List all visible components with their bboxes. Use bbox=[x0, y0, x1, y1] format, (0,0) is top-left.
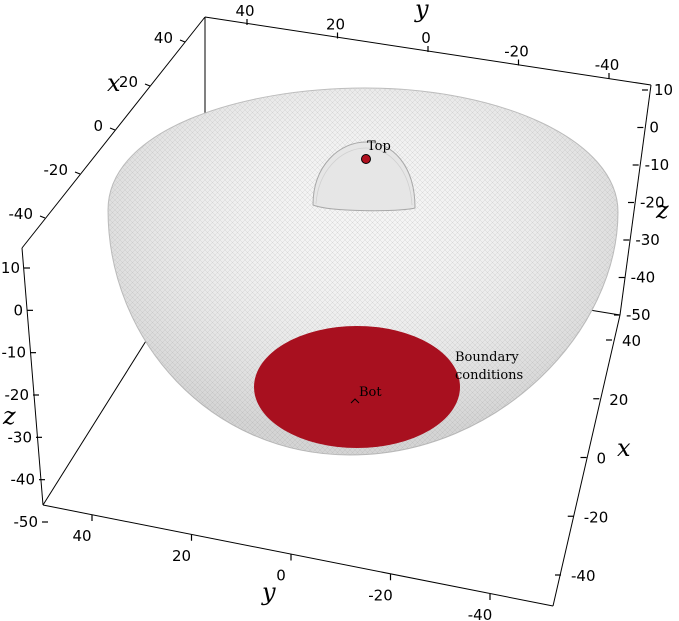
bottom-y-tick-label: 0 bbox=[276, 567, 286, 585]
top-x-tick-label: 0 bbox=[93, 117, 103, 135]
left-z-tick-label: -50 bbox=[14, 513, 39, 531]
top-x-tick-mark bbox=[179, 39, 186, 43]
bottom-y-axis-ticks: 40 20 0 -20 -40 bbox=[72, 515, 492, 621]
right-z-tick-label: -20 bbox=[640, 194, 665, 212]
bottom-y-tick-label: 20 bbox=[172, 547, 191, 565]
top-y-tick-label: 40 bbox=[235, 2, 254, 20]
left-z-tick-label: -20 bbox=[5, 386, 30, 404]
right-x-axis-label: x bbox=[617, 434, 631, 462]
top-x-tick-label: 20 bbox=[119, 73, 138, 91]
boundary-label-line2: conditions bbox=[455, 368, 523, 383]
top-marker bbox=[361, 154, 371, 164]
right-x-tick-label: -40 bbox=[571, 567, 596, 585]
bot-marker bbox=[350, 398, 360, 404]
right-z-tick-label: 10 bbox=[654, 81, 673, 99]
top-x-tick-label: 40 bbox=[154, 29, 173, 47]
hemisphere-mesh bbox=[107, 87, 619, 456]
right-z-tick-label: 0 bbox=[649, 119, 659, 137]
right-z-axis-label: z bbox=[655, 196, 669, 224]
right-x-axis-ticks: 40 20 0 -20 -40 bbox=[555, 332, 641, 585]
left-z-tick-label: -40 bbox=[11, 471, 36, 489]
left-z-tick-label: -10 bbox=[2, 344, 27, 362]
left-z-tick-label: -30 bbox=[8, 428, 33, 446]
right-x-tick-label: 20 bbox=[609, 391, 628, 409]
right-x-tick-label: -20 bbox=[584, 508, 609, 526]
top-x-tick-label: -20 bbox=[44, 161, 69, 179]
left-z-axis-ticks: 10 0 -10 -20 -30 -40 -50 bbox=[1, 259, 48, 531]
top-x-tick-mark bbox=[74, 171, 81, 175]
bot-label: Bot bbox=[359, 385, 382, 400]
top-label: Top bbox=[367, 139, 391, 154]
top-x-tick-mark bbox=[109, 127, 116, 131]
right-x-tick-label: 40 bbox=[622, 332, 641, 350]
top-y-axis-ticks: 40 20 0 -20 -40 bbox=[235, 2, 619, 79]
right-z-tick-label: -50 bbox=[626, 306, 651, 324]
top-x-tick-mark bbox=[39, 215, 46, 219]
top-y-tick-label: 0 bbox=[421, 29, 431, 47]
top-y-axis-label: y bbox=[414, 0, 429, 23]
top-y-tick-label: -40 bbox=[595, 56, 620, 74]
boundary-label-line1: Boundary bbox=[455, 350, 519, 365]
left-z-tick-label: 0 bbox=[13, 301, 23, 319]
left-z-tick-label: 10 bbox=[1, 259, 20, 277]
right-z-tick-label: -10 bbox=[645, 156, 670, 174]
right-x-tick-label: 0 bbox=[597, 450, 607, 468]
right-z-axis-ticks: 10 0 -10 -20 -30 -40 -50 bbox=[614, 81, 673, 324]
top-y-tick-label: -20 bbox=[504, 43, 529, 61]
top-x-axis-ticks: 40 20 0 -20 -40 bbox=[9, 29, 186, 223]
right-z-tick-label: -40 bbox=[631, 269, 656, 287]
bottom-y-tick-label: -40 bbox=[468, 606, 493, 621]
left-z-axis-label: z bbox=[2, 402, 16, 430]
right-z-tick-label: -30 bbox=[635, 231, 660, 249]
bottom-y-axis-label: y bbox=[261, 578, 276, 606]
boundary-conditions-disc bbox=[254, 326, 460, 448]
bottom-y-tick-label: 40 bbox=[72, 527, 91, 545]
top-x-tick-label: -40 bbox=[9, 205, 34, 223]
top-x-tick-mark bbox=[144, 83, 151, 87]
bottom-y-tick-label: -20 bbox=[368, 586, 393, 604]
top-x-axis-label: x bbox=[107, 69, 121, 97]
top-y-tick-label: 20 bbox=[326, 16, 345, 34]
